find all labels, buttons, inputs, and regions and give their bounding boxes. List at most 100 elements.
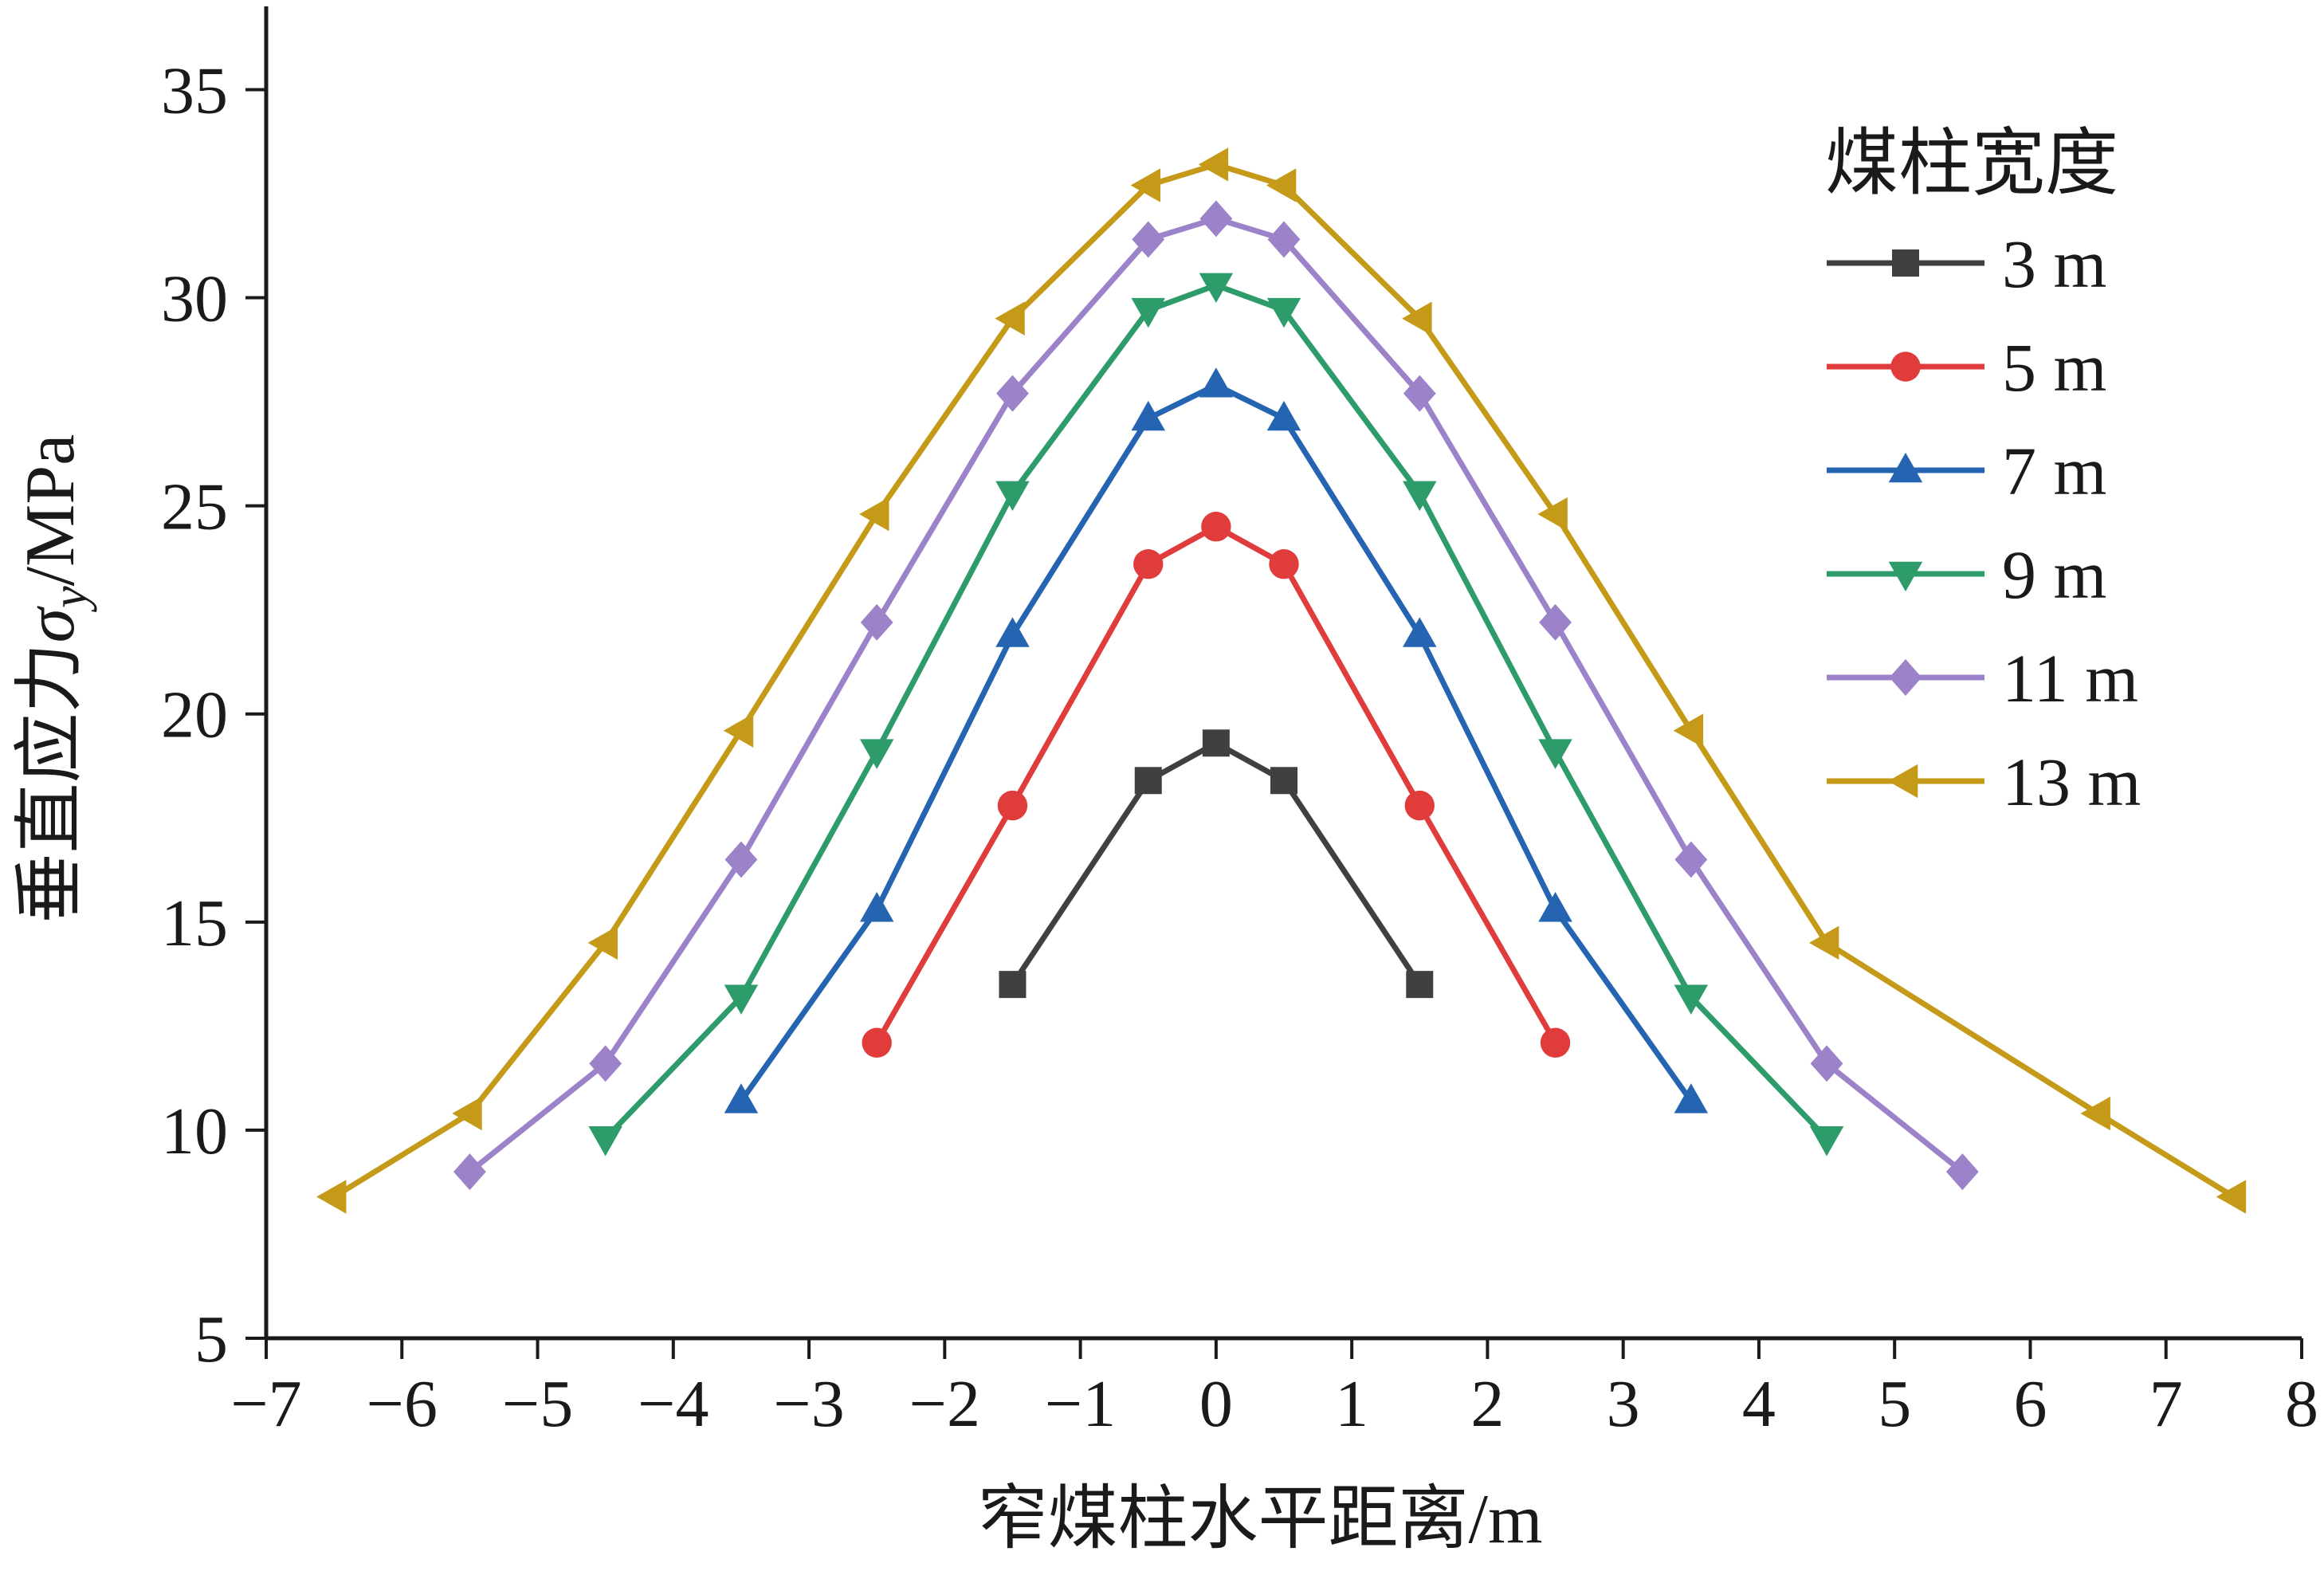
data-point-5m <box>1133 549 1164 579</box>
data-point-11m <box>1674 841 1708 878</box>
x-tick-label: −4 <box>638 1367 709 1441</box>
data-point-9m <box>995 481 1030 512</box>
data-point-9m <box>859 739 894 769</box>
data-point-13m <box>2216 1180 2247 1214</box>
x-tick-label: 7 <box>2149 1367 2183 1441</box>
data-point-11m <box>996 375 1029 412</box>
y-tick-label: 30 <box>161 262 228 336</box>
data-point-5m <box>1269 549 1299 579</box>
data-point-13m <box>1402 301 1432 336</box>
data-point-9m <box>1199 273 1234 303</box>
y-tick-label: 20 <box>161 678 228 752</box>
data-point-13m <box>1198 147 1229 182</box>
legend-item-5m: 5 m <box>1827 329 2106 406</box>
x-axis-title: 窄煤柱水平距离/m <box>978 1481 1543 1558</box>
data-point-13m <box>2080 1096 2110 1131</box>
series-13m <box>316 147 2247 1214</box>
data-point-11m <box>724 841 758 878</box>
legend-marker-3m <box>1892 249 1919 277</box>
y-axis-title-suffix: /MPa <box>12 434 89 587</box>
legend-item-11m: 11 m <box>1827 640 2138 717</box>
series-9m <box>588 273 1844 1157</box>
x-tick-label: 3 <box>1607 1367 1640 1441</box>
series-5m <box>862 512 1571 1058</box>
x-tick-label: 5 <box>1878 1367 1911 1441</box>
data-point-7m <box>1199 367 1234 398</box>
data-point-13m <box>1130 168 1161 202</box>
data-point-13m <box>1537 497 1568 532</box>
data-point-9m <box>1674 984 1709 1015</box>
x-tick-label: 0 <box>1199 1367 1233 1441</box>
y-tick-label: 10 <box>161 1094 228 1168</box>
x-tick-label: −7 <box>230 1367 301 1441</box>
data-point-7m <box>724 1083 759 1113</box>
y-axis-title-subscript: y <box>43 586 97 613</box>
data-point-11m <box>589 1045 622 1082</box>
y-tick-label: 35 <box>161 53 228 128</box>
data-point-3m <box>999 971 1027 999</box>
data-point-5m <box>1201 512 1231 542</box>
data-point-13m <box>859 497 889 532</box>
data-point-13m <box>1673 713 1704 748</box>
data-point-9m <box>1809 1126 1844 1157</box>
data-point-11m <box>1403 375 1436 412</box>
series-3m <box>999 729 1434 999</box>
data-point-11m <box>1945 1153 1979 1191</box>
data-point-13m <box>452 1096 482 1131</box>
legend-item-13m: 13 m <box>1827 744 2141 820</box>
legend-marker-7m <box>1888 452 1923 483</box>
axis-ticks: −7 −6 −5 −4 −3 −2 −1 0 1 2 3 4 5 6 7 8 5 10 15 20 25 30 35 <box>161 53 2318 1441</box>
data-point-3m <box>1406 971 1434 999</box>
series-7m <box>724 367 1709 1113</box>
y-axis-title-symbol: σ <box>12 605 89 642</box>
data-point-11m <box>1810 1045 1843 1082</box>
legend-label-9m: 9 m <box>2002 536 2106 613</box>
data-point-7m <box>995 617 1030 647</box>
legend-marker-11m <box>1889 659 1922 696</box>
data-point-9m <box>588 1126 622 1157</box>
x-tick-label: −2 <box>909 1367 980 1441</box>
x-tick-label: 8 <box>2285 1367 2318 1441</box>
data-point-13m <box>1808 925 1839 960</box>
data-point-11m <box>1267 221 1301 258</box>
series-line-5m <box>874 524 1558 1044</box>
y-axis-title: 垂直应力σy/MPa <box>12 434 97 924</box>
series-line-3m <box>1010 740 1423 987</box>
legend-item-7m: 7 m <box>1827 433 2106 509</box>
y-tick-label: 5 <box>194 1302 228 1377</box>
y-axis-title-prefix: 垂直应力 <box>12 642 89 923</box>
data-point-9m <box>1131 297 1165 328</box>
data-point-11m <box>860 603 893 641</box>
data-point-3m <box>1270 767 1297 795</box>
data-point-13m <box>723 713 754 748</box>
legend-title: 煤柱宽度 <box>1825 123 2118 204</box>
data-point-7m <box>1131 400 1165 431</box>
x-tick-label: −1 <box>1045 1367 1116 1441</box>
x-tick-label: 1 <box>1335 1367 1368 1441</box>
legend-item-3m: 3 m <box>1827 226 2106 302</box>
data-point-5m <box>862 1027 892 1058</box>
x-tick-label: 2 <box>1470 1367 1504 1441</box>
data-point-11m <box>1199 200 1233 238</box>
legend: 煤柱宽度 3 m 5 m 7 m 9 m 11 m 13 m <box>1825 123 2141 820</box>
data-point-9m <box>724 984 759 1015</box>
data-point-13m <box>995 301 1025 336</box>
y-tick-label: 25 <box>161 470 228 544</box>
data-point-9m <box>1538 739 1572 769</box>
legend-marker-9m <box>1888 561 1923 592</box>
data-point-9m <box>1266 297 1301 328</box>
data-point-13m <box>587 925 618 960</box>
legend-label-3m: 3 m <box>2002 226 2106 302</box>
legend-item-9m: 9 m <box>1827 536 2106 613</box>
data-point-7m <box>1403 617 1437 647</box>
data-point-3m <box>1202 729 1230 757</box>
x-tick-label: 6 <box>2013 1367 2047 1441</box>
x-tick-label: −6 <box>367 1367 438 1441</box>
x-tick-label: −3 <box>773 1367 844 1441</box>
y-tick-label: 15 <box>161 886 228 960</box>
x-tick-label: −5 <box>502 1367 573 1441</box>
series-11m <box>453 200 1979 1191</box>
plot-frame <box>264 6 2302 1341</box>
data-point-5m <box>1404 790 1435 821</box>
